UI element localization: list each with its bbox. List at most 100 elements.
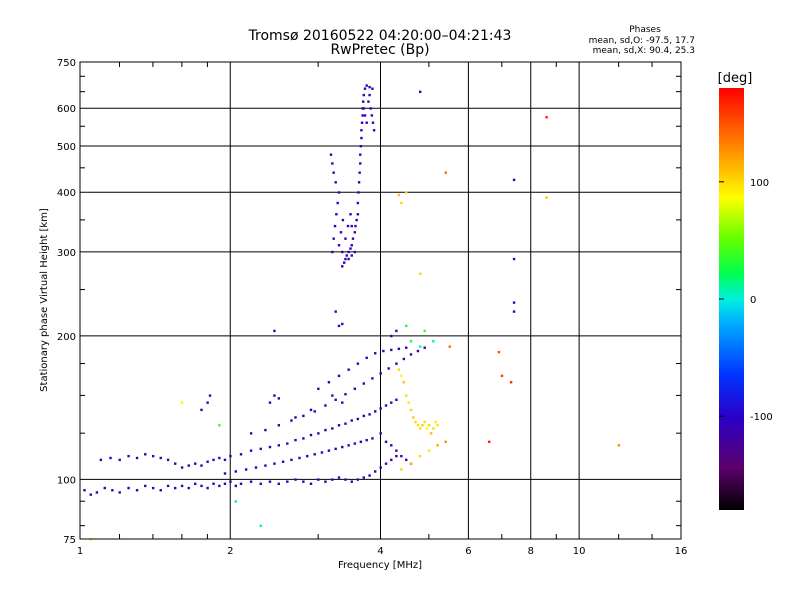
data-point xyxy=(200,408,203,412)
data-point xyxy=(432,340,435,343)
data-point xyxy=(331,394,334,397)
y-tick-label: 200 xyxy=(57,332,76,343)
data-point xyxy=(353,231,357,234)
data-point xyxy=(545,116,548,119)
data-point xyxy=(194,482,197,485)
data-point xyxy=(400,454,403,458)
data-point xyxy=(334,181,337,184)
y-axis-label: Stationary phase Virtual Height [km] xyxy=(39,208,50,392)
phase-box-o: mean, sd,O: -97.5, 17.7 xyxy=(589,36,695,46)
data-point xyxy=(358,171,361,174)
data-point xyxy=(416,349,420,353)
data-point xyxy=(173,486,177,490)
plot-frame xyxy=(79,61,682,540)
data-point xyxy=(317,432,320,435)
y-axis-ticks: 75 100 200 300 400 500 600 750 xyxy=(57,58,681,546)
data-point xyxy=(390,401,393,404)
data-point xyxy=(234,484,238,488)
data-point xyxy=(109,456,112,460)
data-point xyxy=(368,93,371,97)
data-point xyxy=(239,453,243,456)
y-tick-label: 400 xyxy=(57,188,76,199)
data-point xyxy=(341,401,344,404)
data-point xyxy=(419,454,422,458)
data-point xyxy=(405,458,408,462)
data-point xyxy=(365,84,368,87)
data-point xyxy=(397,193,401,197)
data-point xyxy=(374,410,377,413)
data-point xyxy=(317,478,320,481)
data-point xyxy=(99,458,103,462)
data-point xyxy=(359,162,362,165)
data-point xyxy=(83,489,86,492)
x-axis-ticks: 1 2 4 6 8 10 16 xyxy=(77,62,687,557)
data-point xyxy=(356,362,360,365)
y-tick-label: 300 xyxy=(57,248,76,259)
data-point xyxy=(144,453,147,456)
data-point xyxy=(218,456,221,460)
data-point xyxy=(382,349,385,353)
data-point xyxy=(249,449,253,452)
data-point xyxy=(407,401,410,404)
data-point xyxy=(329,153,333,156)
chart-subtitle: RwPretec (Bp) xyxy=(330,42,429,58)
data-point xyxy=(360,136,363,140)
data-point xyxy=(264,428,267,432)
data-point xyxy=(309,482,313,485)
data-point xyxy=(395,362,398,365)
data-point xyxy=(277,482,281,485)
data-point xyxy=(509,381,513,384)
colorbar-tick-label: 100 xyxy=(750,178,769,189)
data-point xyxy=(344,478,347,481)
data-point xyxy=(135,489,139,492)
data-point xyxy=(617,444,621,447)
data-point xyxy=(277,444,281,447)
data-point xyxy=(273,394,276,397)
data-point xyxy=(372,129,376,132)
data-point xyxy=(264,464,267,467)
data-point xyxy=(427,449,431,452)
data-point xyxy=(390,334,393,338)
data-point xyxy=(341,250,344,254)
data-point xyxy=(353,387,357,391)
data-point xyxy=(500,374,504,378)
data-point xyxy=(425,427,429,430)
data-point xyxy=(416,424,420,427)
data-point xyxy=(444,440,447,444)
data-point xyxy=(395,398,398,401)
colorbar-label: [deg] xyxy=(718,71,753,86)
data-point xyxy=(341,218,345,222)
data-point xyxy=(448,345,451,348)
data-point xyxy=(354,224,357,228)
y-tick-label: 75 xyxy=(63,535,76,546)
data-point xyxy=(347,444,350,447)
data-point xyxy=(239,482,243,485)
data-point xyxy=(357,181,361,184)
data-point xyxy=(371,377,374,380)
data-point xyxy=(347,250,350,254)
data-point xyxy=(159,456,162,460)
data-point xyxy=(432,427,435,430)
data-point xyxy=(103,486,106,490)
data-point xyxy=(89,493,92,496)
data-point xyxy=(306,454,309,458)
data-point xyxy=(212,482,215,485)
x-tick-label: 4 xyxy=(377,546,383,557)
data-point xyxy=(350,224,353,228)
data-point xyxy=(187,486,190,490)
data-point xyxy=(151,486,155,490)
data-point xyxy=(234,470,238,473)
data-point xyxy=(419,272,422,276)
data-point xyxy=(397,368,401,371)
data-point xyxy=(342,261,346,264)
data-point xyxy=(379,466,382,469)
data-point xyxy=(332,237,335,240)
data-point xyxy=(320,451,324,454)
data-point xyxy=(436,424,439,427)
data-point xyxy=(350,419,353,422)
data-point xyxy=(350,254,353,257)
data-point xyxy=(268,445,272,449)
data-point xyxy=(327,381,331,384)
data-point xyxy=(212,458,215,462)
data-point xyxy=(249,432,253,435)
